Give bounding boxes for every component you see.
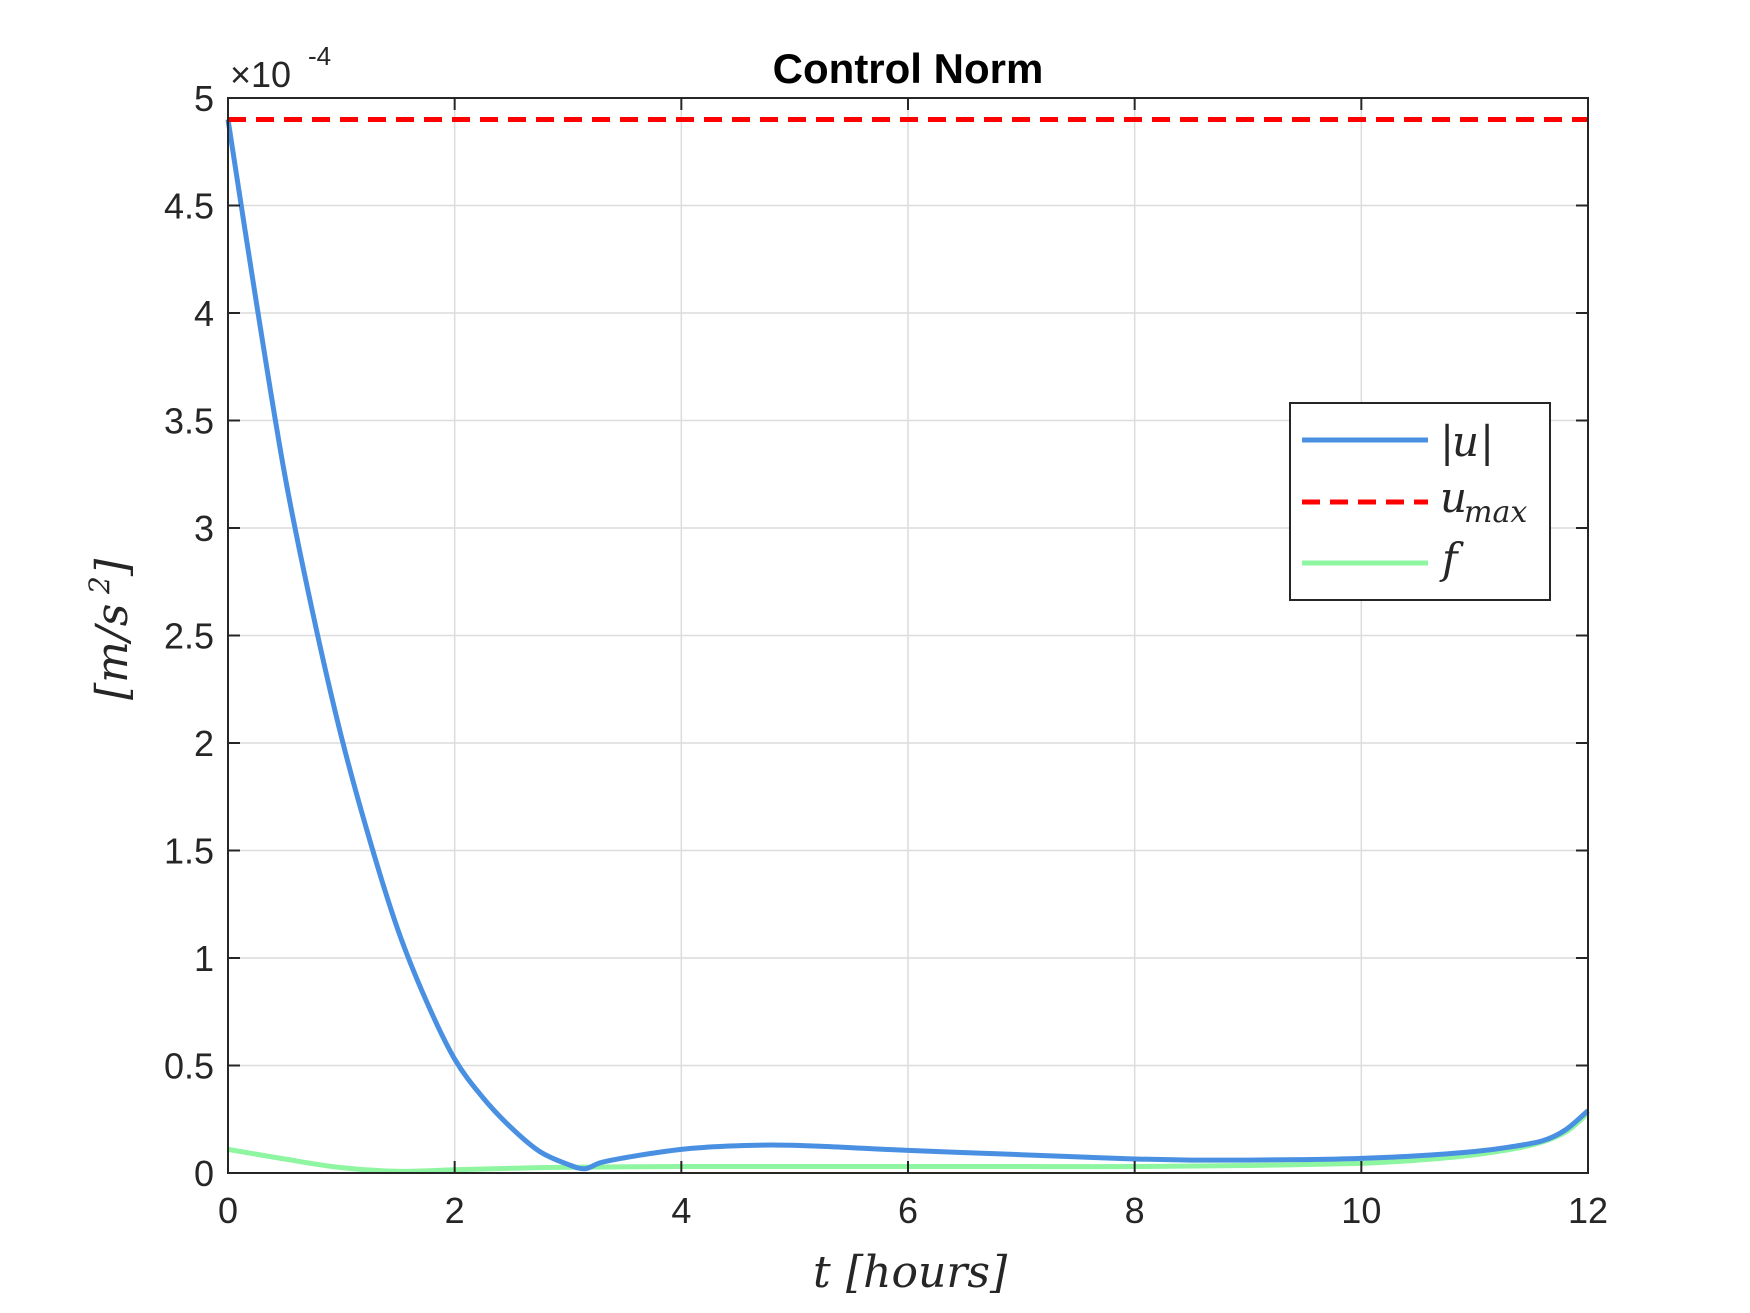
x-tick-label: 12 [1568, 1190, 1608, 1231]
x-tick-label: 0 [218, 1190, 238, 1231]
x-tick-label: 6 [898, 1190, 918, 1231]
y-axis-label-power: 2 [83, 576, 116, 595]
y-exponent-power: -4 [308, 41, 331, 71]
x-tick-label: 2 [445, 1190, 465, 1231]
svg-text:|: | [1440, 417, 1454, 466]
y-tick-label: 1.5 [164, 831, 214, 872]
y-tick-label: 4.5 [164, 186, 214, 227]
svg-text:max: max [1464, 495, 1527, 530]
x-axis-label: t [hours] [813, 1247, 1008, 1298]
y-tick-label: 4 [194, 293, 214, 334]
chart-title: Control Norm [773, 45, 1044, 92]
y-tick-label: 2 [194, 723, 214, 764]
y-axis-label-close: ] [87, 558, 138, 577]
y-ticks: 0 0.5 1 1.5 2 2.5 3 3.5 4 4.5 5 [164, 78, 1588, 1194]
legend-label-u-max: u max [1440, 473, 1527, 530]
series-line-u-norm [225, 119, 1590, 1172]
y-axis-label-unit: [m/s [87, 604, 138, 700]
svg-text:|: | [1480, 417, 1494, 466]
x-tick-label: 8 [1125, 1190, 1145, 1231]
series-line-f [227, 1110, 1590, 1174]
y-tick-label: 3 [194, 508, 214, 549]
series-layer [225, 117, 1590, 1174]
y-tick-label: 0 [194, 1153, 214, 1194]
x-tick-label: 4 [671, 1190, 691, 1231]
y-exponent-base: ×10 [230, 54, 291, 95]
y-axis-label: [m/s 2 ] [83, 558, 138, 700]
y-tick-label: 2.5 [164, 616, 214, 657]
x-tick-label: 10 [1341, 1190, 1381, 1231]
y-tick-label: 3.5 [164, 401, 214, 442]
y-exponent-label: ×10 -4 [230, 41, 331, 95]
y-tick-label: 1 [194, 938, 214, 979]
x-axis-label-var: t [813, 1247, 831, 1298]
svg-text:u: u [1440, 473, 1467, 522]
legend-label-u-norm: | u | [1440, 417, 1494, 466]
legend: | u | u max f [1289, 402, 1551, 601]
x-axis-label-unit: [hours] [846, 1247, 1008, 1298]
x-ticks: 0 2 4 6 8 10 12 [218, 98, 1608, 1231]
svg-text:u: u [1452, 417, 1479, 466]
y-tick-label: 0.5 [164, 1046, 214, 1087]
y-tick-label: 5 [194, 78, 214, 119]
